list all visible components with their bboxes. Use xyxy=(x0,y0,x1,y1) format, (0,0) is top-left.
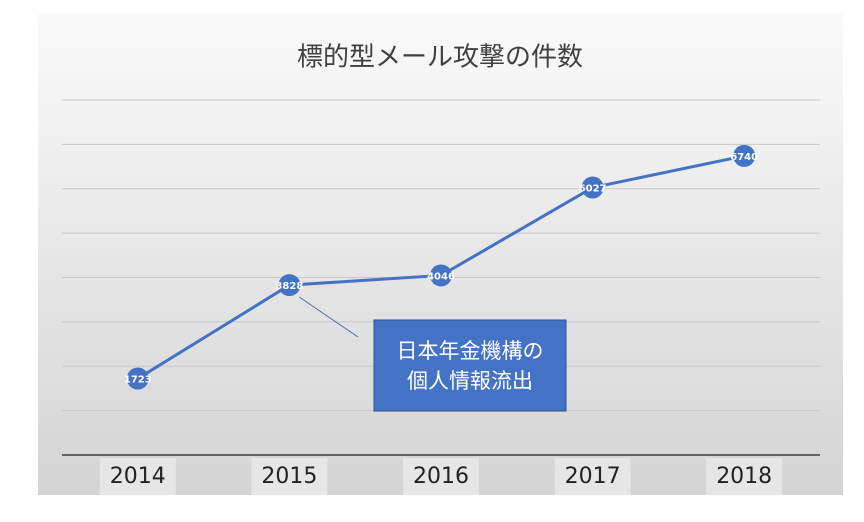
annotation-connector xyxy=(299,296,359,338)
data-point xyxy=(430,264,452,287)
x-tick-box xyxy=(706,458,783,495)
x-tick-label: 2015 xyxy=(261,464,317,489)
chart-title: 標的型メール攻撃の件数 xyxy=(297,43,583,73)
data-point xyxy=(126,367,149,390)
data-label: 6027 xyxy=(579,184,607,195)
data-point xyxy=(733,144,756,167)
data-point xyxy=(278,274,301,297)
x-tick-label: 2014 xyxy=(110,464,166,489)
annotation-box xyxy=(373,319,567,412)
x-tick-box xyxy=(251,458,328,495)
data-label: 3828 xyxy=(275,281,303,292)
chart-area xyxy=(38,14,843,495)
data-label: 6740 xyxy=(730,152,758,163)
x-tick-label: 2017 xyxy=(565,464,621,489)
data-label: 1723 xyxy=(124,375,152,386)
x-tick-box xyxy=(99,458,176,495)
annotation-text: 日本年金機構の xyxy=(397,339,544,363)
annotation-text: 個人情報流出 xyxy=(407,369,533,393)
x-tick-label: 2016 xyxy=(413,464,469,489)
x-tick-box xyxy=(403,458,479,495)
x-tick-box xyxy=(554,458,631,495)
data-point xyxy=(581,176,604,199)
x-tick-label: 2018 xyxy=(716,464,772,489)
data-label: 4046 xyxy=(427,271,455,282)
